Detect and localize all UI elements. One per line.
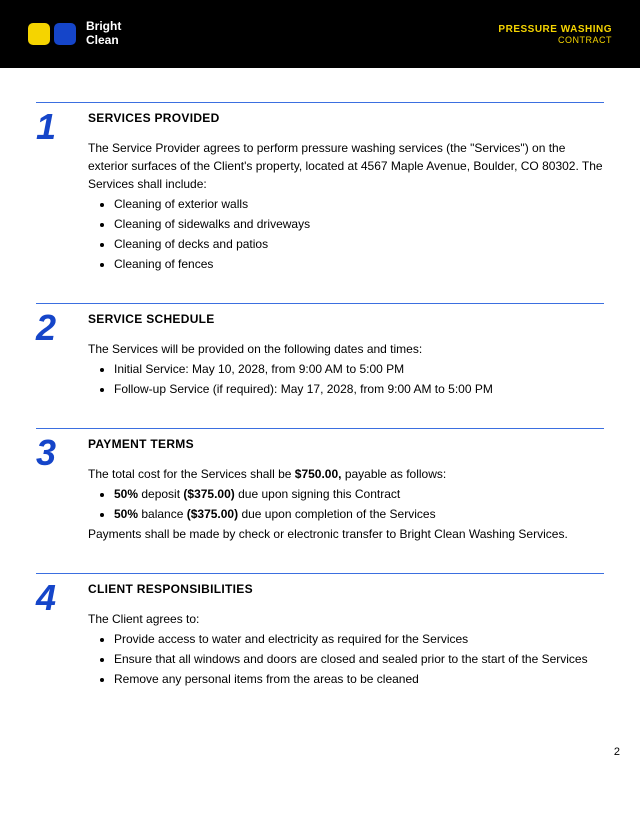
- section-title: SERVICE SCHEDULE: [88, 312, 604, 326]
- section-intro: The Services will be provided on the fol…: [88, 340, 604, 358]
- section-intro: The Service Provider agrees to perform p…: [88, 139, 604, 193]
- section-number: 1: [36, 109, 64, 275]
- list-item: Provide access to water and electricity …: [114, 630, 604, 648]
- section-row: 2 SERVICE SCHEDULE The Services will be pr…: [36, 310, 604, 400]
- section-row: 4 CLIENT RESPONSIBILITIES The Client agree…: [36, 580, 604, 690]
- list-item: Cleaning of sidewalks and driveways: [114, 215, 604, 233]
- section-title: SERVICES PROVIDED: [88, 111, 604, 125]
- section-3: 3 PAYMENT TERMS The total cost for the Ser…: [36, 428, 604, 545]
- section-row: 1 SERVICES PROVIDED The Service Provider a…: [36, 109, 604, 275]
- section-content: PAYMENT TERMS The total cost for the Serv…: [88, 435, 604, 545]
- section-4: 4 CLIENT RESPONSIBILITIES The Client agree…: [36, 573, 604, 690]
- section-content: SERVICES PROVIDED The Service Provider ag…: [88, 109, 604, 275]
- brand-line2: Clean: [86, 34, 121, 48]
- section-body: The Service Provider agrees to perform p…: [88, 139, 604, 273]
- section-body: The Services will be provided on the fol…: [88, 340, 604, 398]
- header-bar: Bright Clean PRESSURE WASHING CONTRACT: [0, 0, 640, 68]
- section-list: Initial Service: May 10, 2028, from 9:00…: [88, 360, 604, 398]
- section-body: The total cost for the Services shall be…: [88, 465, 604, 543]
- list-item: Cleaning of fences: [114, 255, 604, 273]
- page-number: 2: [0, 738, 640, 772]
- section-title: CLIENT RESPONSIBILITIES: [88, 582, 604, 596]
- logo-icon: [28, 23, 76, 45]
- section-rule: [36, 303, 604, 304]
- section-intro: The Client agrees to:: [88, 610, 604, 628]
- list-item: Ensure that all windows and doors are cl…: [114, 650, 604, 668]
- doc-type-line2: CONTRACT: [498, 35, 612, 45]
- list-item: Cleaning of decks and patios: [114, 235, 604, 253]
- list-item: 50% balance ($375.00) due upon completio…: [114, 505, 604, 523]
- list-item: 50% deposit ($375.00) due upon signing t…: [114, 485, 604, 503]
- section-list: Provide access to water and electricity …: [88, 630, 604, 688]
- logo-square-yellow: [28, 23, 50, 45]
- section-number: 2: [36, 310, 64, 400]
- list-item: Follow-up Service (if required): May 17,…: [114, 380, 604, 398]
- section-list: Cleaning of exterior walls Cleaning of si…: [88, 195, 604, 273]
- section-row: 3 PAYMENT TERMS The total cost for the Ser…: [36, 435, 604, 545]
- section-number: 3: [36, 435, 64, 545]
- logo-square-blue: [54, 23, 76, 45]
- logo-group: Bright Clean: [28, 20, 121, 48]
- brand-name: Bright Clean: [86, 20, 121, 48]
- list-item: Cleaning of exterior walls: [114, 195, 604, 213]
- list-item: Initial Service: May 10, 2028, from 9:00…: [114, 360, 604, 378]
- section-number: 4: [36, 580, 64, 690]
- section-1: 1 SERVICES PROVIDED The Service Provider a…: [36, 102, 604, 275]
- section-2: 2 SERVICE SCHEDULE The Services will be pr…: [36, 303, 604, 400]
- brand-line1: Bright: [86, 20, 121, 34]
- section-title: PAYMENT TERMS: [88, 437, 604, 451]
- section-content: SERVICE SCHEDULE The Services will be pro…: [88, 310, 604, 400]
- section-body: The Client agrees to: Provide access to w…: [88, 610, 604, 688]
- section-rule: [36, 428, 604, 429]
- section-outro: Payments shall be made by check or elect…: [88, 525, 604, 543]
- list-item: Remove any personal items from the areas…: [114, 670, 604, 688]
- page-body: 1 SERVICES PROVIDED The Service Provider a…: [0, 68, 640, 738]
- section-rule: [36, 573, 604, 574]
- section-intro: The total cost for the Services shall be…: [88, 465, 604, 483]
- section-content: CLIENT RESPONSIBILITIES The Client agrees…: [88, 580, 604, 690]
- section-list: 50% deposit ($375.00) due upon signing t…: [88, 485, 604, 523]
- doc-type-line1: PRESSURE WASHING: [498, 24, 612, 35]
- section-rule: [36, 102, 604, 103]
- header-right: PRESSURE WASHING CONTRACT: [498, 24, 612, 45]
